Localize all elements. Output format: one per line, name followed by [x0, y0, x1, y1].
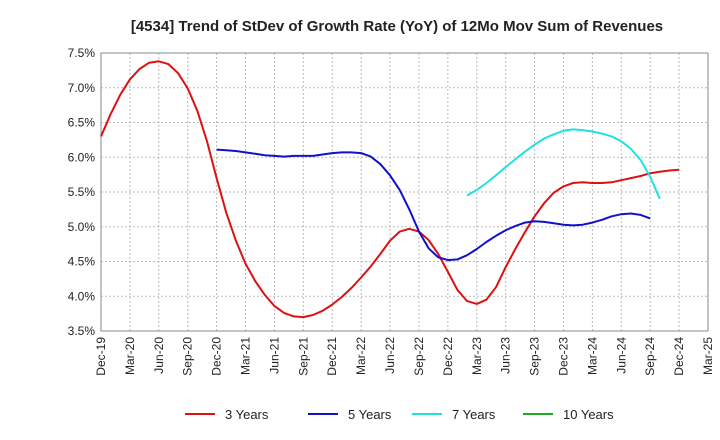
x-tick-label: Jun-22: [383, 337, 397, 374]
y-tick-label: 6.5%: [68, 116, 96, 130]
x-tick-label: Mar-24: [585, 337, 599, 375]
series-line-5-years: [216, 148, 651, 262]
x-tick-label: Dec-19: [94, 337, 108, 376]
x-tick-label: Sep-23: [528, 337, 542, 376]
x-tick-label: Mar-21: [239, 337, 253, 375]
legend-label-10-years: 10 Years: [563, 407, 614, 422]
x-tick-label: Jun-21: [267, 337, 281, 374]
y-axis-ticks: 3.5% 4.0% 4.5% 5.0% 5.5% 6.0% 6.5% 7.0% 7.5%: [68, 46, 96, 338]
x-tick-label: Sep-20: [181, 337, 195, 376]
x-tick-label: Dec-21: [325, 337, 339, 376]
y-tick-label: 5.0%: [68, 220, 96, 234]
x-tick-label: Mar-23: [470, 337, 484, 375]
y-tick-label: 4.5%: [68, 255, 96, 269]
y-tick-label: 7.5%: [68, 46, 96, 60]
x-axis-ticks: Dec-19 Mar-20 Jun-20 Sep-20 Dec-20 Mar-21 Jun-…: [94, 337, 715, 376]
x-tick-label: Dec-23: [556, 337, 570, 376]
series-lines: [100, 60, 680, 319]
x-tick-label: Sep-21: [296, 337, 310, 376]
x-tick-label: Dec-22: [441, 337, 455, 376]
legend-label-5-years: 5 Years: [348, 407, 392, 422]
y-tick-label: 5.5%: [68, 185, 96, 199]
x-tick-label: Mar-22: [354, 337, 368, 375]
legend-label-7-years: 7 Years: [452, 407, 496, 422]
x-tick-label: Sep-22: [412, 337, 426, 376]
legend-label-3-years: 3 Years: [225, 407, 269, 422]
plot-frame: [100, 52, 709, 332]
series-line-7-years: [466, 128, 661, 200]
grid: [100, 52, 709, 332]
chart-title: [4534] Trend of StDev of Growth Rate (Yo…: [131, 18, 663, 35]
series-line-3-years: [100, 60, 680, 319]
x-tick-label: Dec-20: [210, 337, 224, 376]
y-tick-label: 4.0%: [68, 289, 96, 303]
y-tick-label: 7.0%: [68, 81, 96, 95]
x-tick-label: Jun-23: [499, 337, 513, 374]
y-tick-label: 6.0%: [68, 150, 96, 164]
x-tick-label: Mar-25: [701, 337, 715, 375]
x-tick-label: Dec-24: [672, 337, 686, 376]
x-tick-label: Mar-20: [123, 337, 137, 375]
y-tick-label: 3.5%: [68, 324, 96, 338]
x-tick-label: Sep-24: [643, 337, 657, 376]
x-tick-label: Jun-24: [614, 337, 628, 374]
legend: 3 Years 5 Years 7 Years 10 Years: [185, 407, 614, 422]
x-tick-label: Jun-20: [152, 337, 166, 374]
